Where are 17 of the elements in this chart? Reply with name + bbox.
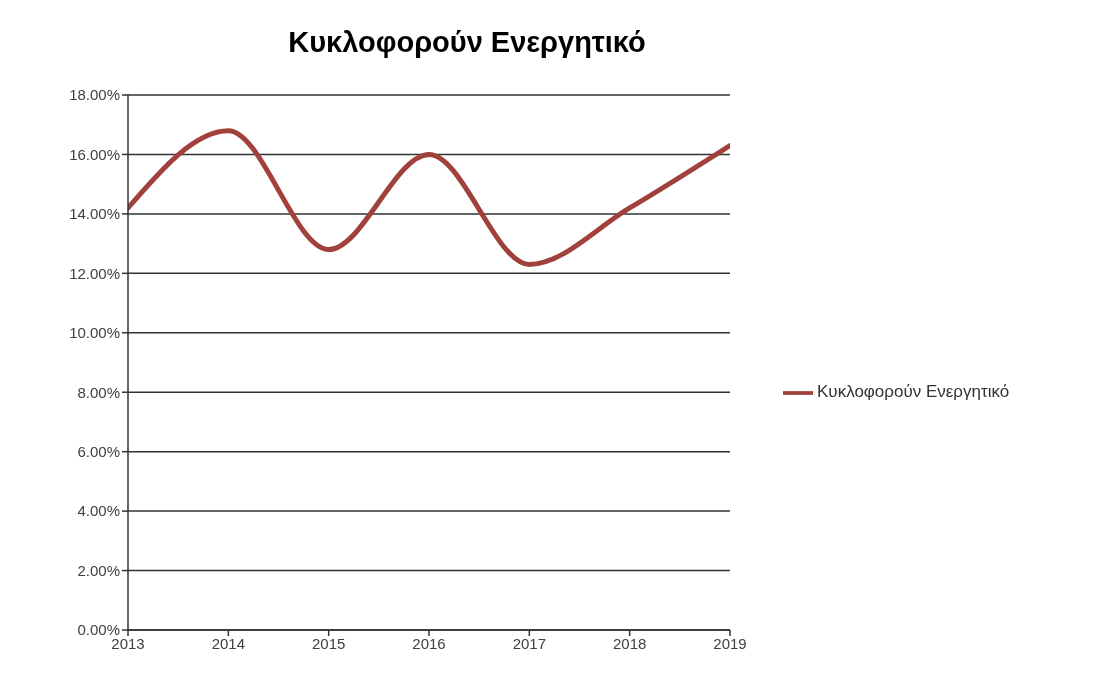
x-tick-label: 2014 — [211, 634, 246, 652]
x-tick-label: 2015 — [311, 634, 346, 652]
y-tick-label: 16.00% — [69, 145, 120, 163]
x-tick-label: 2019 — [713, 634, 747, 652]
y-tick-label: 4.00% — [77, 502, 120, 520]
chart-title: Κυκλοφορούν Ενεργητικό — [287, 26, 647, 59]
x-tick-label: 2017 — [512, 634, 547, 652]
y-tick-label: 2.00% — [77, 561, 120, 579]
y-tick-label: 10.00% — [69, 324, 120, 342]
y-tick-label: 12.00% — [69, 264, 120, 282]
y-tick-label: 6.00% — [77, 442, 120, 460]
legend-label: Κυκλοφορούν Ενεργητικό — [817, 382, 1010, 402]
y-tick-label: 8.00% — [77, 383, 120, 401]
y-tick-label: 14.00% — [69, 205, 120, 223]
y-tick-label: 18.00% — [69, 86, 120, 104]
x-tick-label: 2016 — [412, 634, 446, 652]
x-tick-label: 2018 — [612, 634, 647, 652]
